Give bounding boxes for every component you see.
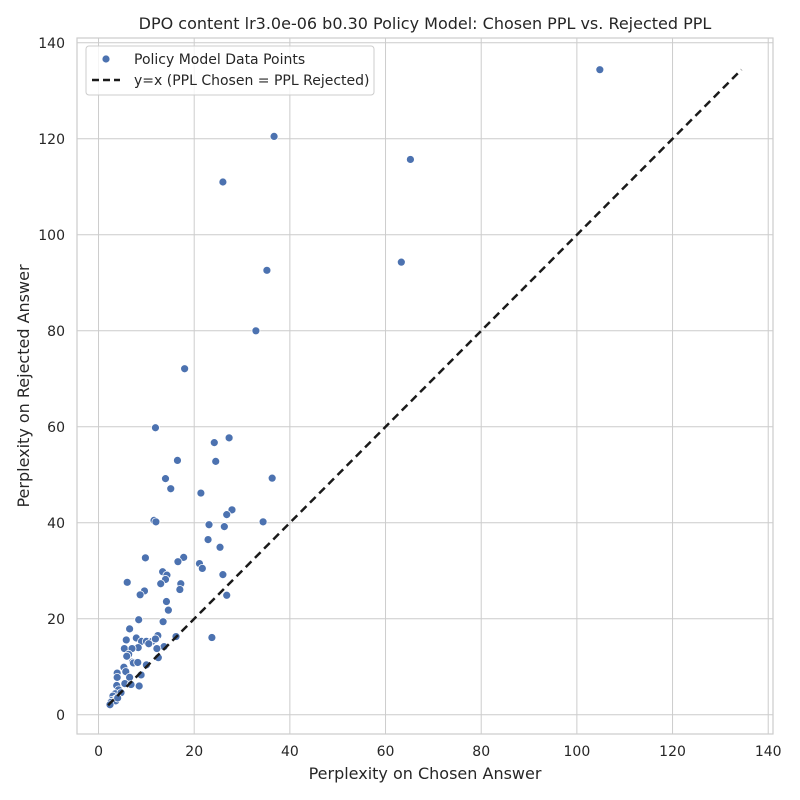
y-tick-label: 0 — [56, 708, 65, 724]
data-point — [125, 624, 135, 634]
y-tick-label: 120 — [38, 132, 65, 148]
data-point — [173, 557, 183, 567]
data-point — [222, 590, 232, 600]
plot-frame — [76, 37, 774, 735]
data-point — [396, 257, 406, 267]
y-axis-label: Perplexity on Rejected Answer — [14, 264, 33, 507]
x-tick-label: 60 — [377, 744, 395, 760]
data-point — [121, 635, 131, 645]
data-point — [122, 577, 132, 587]
data-point — [180, 364, 190, 374]
data-point — [141, 660, 151, 670]
data-point — [258, 517, 268, 527]
data-point — [406, 155, 415, 164]
data-point — [141, 553, 150, 563]
data-point — [163, 605, 173, 615]
data-point — [133, 658, 143, 667]
data-point — [224, 433, 234, 443]
y-tick-label: 140 — [38, 36, 65, 52]
data-point — [122, 651, 132, 661]
data-point — [262, 265, 272, 275]
series-layer — [105, 65, 743, 710]
x-axis-label: Perplexity on Chosen Answer — [309, 764, 542, 783]
data-point — [151, 634, 160, 644]
x-tick-label: 0 — [94, 744, 103, 760]
y-tick-label: 60 — [47, 420, 65, 436]
data-point — [144, 639, 154, 649]
legend: Policy Model Data Points y=x (PPL Chosen… — [85, 45, 375, 96]
data-point — [267, 473, 277, 483]
legend-label-scatter: Policy Model Data Points — [134, 52, 305, 68]
data-point — [595, 65, 605, 75]
x-tick-label: 80 — [472, 744, 490, 760]
data-point — [218, 570, 228, 580]
data-point — [152, 644, 162, 653]
data-point — [204, 520, 214, 530]
legend-marker-scatter — [101, 54, 111, 64]
chart-title: DPO content lr3.0e-06 b0.30 Policy Model… — [139, 14, 712, 33]
y-tick-label: 20 — [47, 612, 65, 628]
data-point — [219, 522, 229, 532]
x-tick-label: 100 — [564, 744, 591, 760]
y-tick-label: 40 — [47, 516, 65, 532]
legend-box — [85, 45, 375, 96]
grid — [77, 38, 773, 734]
data-point — [196, 488, 206, 498]
legend-label-line: y=x (PPL Chosen = PPL Rejected) — [134, 73, 369, 89]
data-point — [218, 177, 228, 187]
data-point — [179, 552, 189, 562]
x-tick-label: 120 — [659, 744, 686, 760]
data-point — [175, 585, 185, 594]
data-point — [151, 517, 161, 527]
data-point — [197, 564, 207, 573]
data-point — [173, 455, 182, 465]
data-point — [209, 438, 219, 448]
data-point — [251, 326, 261, 336]
data-point — [158, 617, 168, 627]
y-tick-label: 80 — [47, 324, 65, 340]
data-point — [161, 474, 170, 484]
data-point — [134, 615, 144, 625]
data-point — [211, 456, 221, 466]
data-point — [151, 423, 160, 433]
data-point — [134, 681, 144, 691]
data-point — [162, 597, 171, 606]
x-tick-label: 20 — [185, 744, 203, 760]
data-point — [222, 510, 232, 520]
y-tick-label: 100 — [38, 228, 65, 244]
data-point — [112, 672, 122, 682]
data-point — [207, 633, 217, 642]
identity-line — [107, 68, 743, 707]
x-tick-label: 40 — [281, 744, 299, 760]
data-point — [156, 579, 166, 589]
x-tick-label: 140 — [755, 744, 782, 760]
data-point — [135, 590, 145, 600]
x-tick-labels: 0 20 40 60 80 100 120 140 — [94, 744, 782, 760]
data-point — [215, 542, 225, 552]
data-point — [269, 131, 279, 141]
data-point — [166, 484, 176, 494]
y-tick-labels: 0 20 40 60 80 100 120 140 — [38, 36, 65, 724]
data-point — [203, 535, 213, 544]
